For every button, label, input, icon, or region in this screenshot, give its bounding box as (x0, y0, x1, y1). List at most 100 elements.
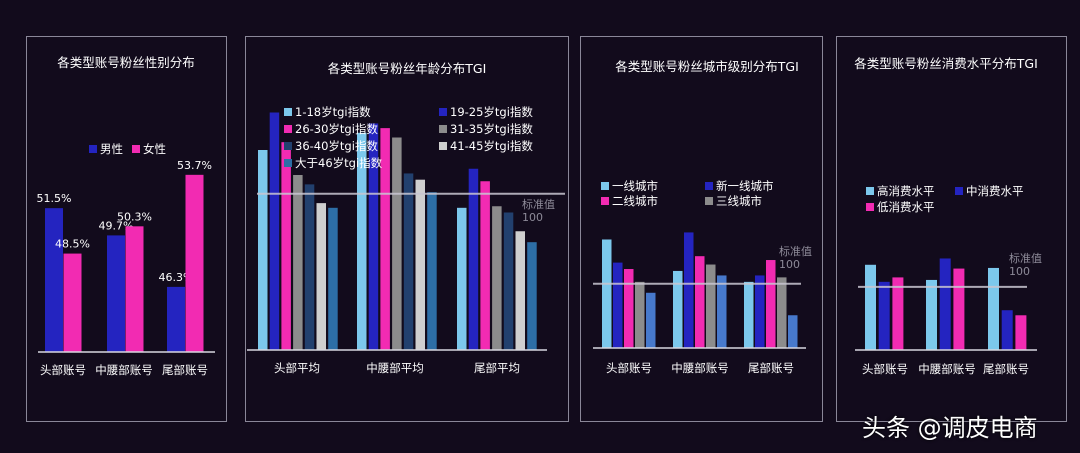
bar (427, 192, 437, 350)
category-label: 头部账号 (40, 363, 86, 377)
bar (527, 242, 537, 350)
bar (503, 212, 514, 350)
legend-item: 26-30岁tgi指数 (284, 121, 378, 137)
bar (480, 181, 490, 350)
legend-label: 36-40岁tgi指数 (295, 139, 378, 153)
legend-swatch (132, 145, 140, 153)
bar (744, 281, 754, 348)
bar (1001, 310, 1013, 350)
bar (766, 260, 776, 348)
bar (293, 175, 303, 350)
bar (328, 207, 338, 350)
legend-item: 41-45岁tgi指数 (439, 138, 533, 154)
age-panel (245, 36, 569, 422)
bar (1015, 315, 1027, 350)
legend-item: 36-40岁tgi指数 (284, 138, 378, 154)
data-label: 50.3% (117, 210, 152, 223)
bar (717, 275, 727, 348)
bar (316, 203, 326, 350)
legend-label: 二线城市 (612, 194, 658, 208)
gender-panel (26, 36, 227, 422)
bar (646, 292, 656, 348)
legend-item: 31-35岁tgi指数 (439, 121, 533, 137)
bar (125, 226, 144, 352)
chart-title: 各类型账号粉丝消费水平分布TGI (854, 56, 1038, 71)
chart-title: 各类型账号粉丝年龄分布TGI (327, 61, 487, 76)
category-label: 中腰部账号 (918, 362, 976, 376)
legend-label: 1-18岁tgi指数 (295, 105, 371, 119)
bar (392, 137, 402, 350)
data-label: 46.3% (159, 271, 194, 284)
legend-item: 低消费水平 (866, 199, 935, 215)
consumption-panel (836, 36, 1067, 422)
bar (684, 232, 694, 348)
legend-item: 女性 (132, 141, 166, 157)
bar (304, 184, 315, 350)
category-label: 中腰部账号 (671, 361, 729, 375)
legend-item: 男性 (89, 141, 123, 157)
category-label: 头部平均 (274, 361, 320, 375)
bar (788, 315, 798, 348)
bar (892, 277, 904, 350)
bar (777, 277, 787, 348)
bar (755, 275, 765, 348)
legend-label: 新一线城市 (716, 179, 774, 193)
bar (695, 256, 705, 348)
bar (865, 264, 876, 350)
watermark: 头条 @调皮电商 (862, 414, 1038, 442)
legend-item: 二线城市 (601, 193, 658, 209)
data-label: 49.7% (99, 219, 134, 232)
category-label: 尾部平均 (474, 361, 520, 375)
legend-item: 三线城市 (705, 193, 762, 209)
bar (492, 206, 502, 350)
bar (635, 281, 645, 348)
legend-label: 31-35岁tgi指数 (450, 122, 533, 136)
legend-label: 女性 (143, 142, 166, 156)
legend-item: 1-18岁tgi指数 (284, 104, 371, 120)
category-label: 头部账号 (606, 361, 652, 375)
bar (258, 150, 268, 350)
bar (415, 179, 425, 350)
legend-label: 低消费水平 (877, 200, 935, 214)
legend-label: 19-25岁tgi指数 (450, 105, 533, 119)
bar (269, 112, 280, 350)
bar (706, 264, 716, 348)
chart-title: 各类型账号粉丝性别分布 (57, 55, 195, 70)
category-label: 尾部账号 (162, 363, 208, 377)
bar (624, 269, 634, 348)
bar (926, 279, 937, 350)
reference-label: 标准值 100 (779, 245, 812, 271)
city-panel (580, 36, 823, 422)
legend-item: 大于46岁tgi指数 (284, 155, 382, 171)
legend-label: 男性 (100, 142, 123, 156)
legend-label: 三线城市 (716, 194, 762, 208)
bar (602, 239, 612, 348)
bar (953, 268, 965, 350)
legend-label: 26-30岁tgi指数 (295, 122, 378, 136)
chart-title: 各类型账号粉丝城市级别分布TGI (615, 59, 799, 74)
legend-label: 大于46岁tgi指数 (295, 156, 383, 170)
category-label: 尾部账号 (983, 362, 1029, 376)
legend-item: 中消费水平 (955, 183, 1024, 199)
bar (403, 173, 414, 350)
category-label: 尾部账号 (748, 361, 794, 375)
data-label: 53.7% (177, 159, 212, 172)
reference-label: 标准值 100 (522, 198, 555, 224)
bar (357, 132, 367, 350)
legend-swatch (89, 145, 97, 153)
bar (939, 258, 951, 350)
legend-item: 一线城市 (601, 178, 658, 194)
legend-item: 新一线城市 (705, 178, 774, 194)
legend-item: 19-25岁tgi指数 (439, 104, 533, 120)
bar (613, 262, 623, 348)
bar (515, 231, 525, 350)
bar (673, 270, 683, 348)
bar (185, 174, 204, 352)
bar (107, 235, 125, 352)
data-label: 48.5% (55, 238, 90, 251)
bar (468, 168, 479, 350)
legend-label: 中消费水平 (966, 184, 1024, 198)
bar (878, 281, 890, 350)
